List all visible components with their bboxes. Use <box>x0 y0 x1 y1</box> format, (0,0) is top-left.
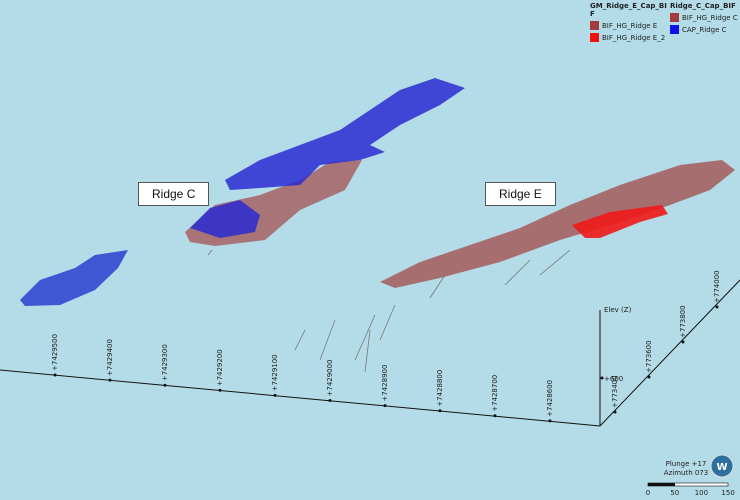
tick <box>383 404 387 408</box>
tick <box>163 383 167 387</box>
plunge: Plunge +17 <box>666 460 707 468</box>
compass-w: W <box>716 462 727 473</box>
legend-title: Ridge_C_Cap_BIF <box>670 2 736 10</box>
legend-item[interactable]: BIF_HG_Ridge C <box>670 13 740 22</box>
tick <box>328 399 332 402</box>
northing-label: +7428900 <box>381 365 389 402</box>
legend-swatch <box>670 13 679 22</box>
callout: Ridge E <box>485 182 556 206</box>
easting-label: +773400 <box>611 375 619 408</box>
legend-label: CAP_Ridge C <box>682 25 727 34</box>
elev-title: Elev (Z) <box>604 306 632 314</box>
ridge-c-cap <box>190 200 260 238</box>
northing-label: +7428800 <box>436 370 444 407</box>
scale-label: 100 <box>695 489 708 497</box>
legend-label: BIF_HG_Ridge C <box>682 13 738 22</box>
legend-item[interactable]: BIF_HG_Ridge E <box>590 21 670 30</box>
elev-label: +600 <box>604 375 623 383</box>
scale-bar-seg <box>648 483 675 486</box>
northing-label: +7429000 <box>326 359 334 396</box>
northing-label: +7429300 <box>161 344 169 381</box>
northing-label: +7428600 <box>546 380 554 417</box>
tick <box>218 388 222 392</box>
tick <box>108 378 112 382</box>
legend-label: BIF_HG_Ridge E <box>602 21 658 30</box>
northing-label: +7428700 <box>491 375 499 412</box>
legend-item[interactable]: CAP_Ridge C <box>670 25 740 34</box>
ridge-e-hg-2 <box>572 205 668 238</box>
legend-label: BIF_HG_Ridge E_2 <box>602 33 666 42</box>
tick <box>548 419 552 423</box>
legend-swatch <box>670 25 679 34</box>
scale-label: 50 <box>670 489 679 497</box>
tick <box>600 376 604 380</box>
legend-group: Ridge_C_Cap_BIF BIF_HG_Ridge C CAP_Ridge C <box>670 2 740 34</box>
legend-item[interactable]: BIF_HG_Ridge E_2 <box>590 33 670 42</box>
scale-label: 0 <box>646 489 650 497</box>
tick <box>613 410 617 414</box>
legend-group: GM_Ridge_E_Cap_BIF BIF_HG_Ridge E BIF_HG_R… <box>590 2 670 42</box>
legend-swatch <box>590 21 599 30</box>
tick <box>715 305 719 309</box>
ridge-c-cap-east <box>225 78 465 190</box>
tick <box>53 373 57 377</box>
northing-label: +7429100 <box>271 354 279 391</box>
easting-label: +774000 <box>713 270 721 303</box>
northing-label: +7429200 <box>216 349 224 386</box>
northing-label: +7429500 <box>51 334 59 371</box>
scale-label: 150 <box>721 489 734 497</box>
drillholes <box>207 249 571 373</box>
legend-title: GM_Ridge_E_Cap_BIF <box>590 2 667 18</box>
tick <box>438 409 442 413</box>
legend-swatch <box>590 33 599 42</box>
easting-label: +773800 <box>679 305 687 338</box>
tick <box>273 393 277 397</box>
ridge-c-west <box>20 250 128 306</box>
tick <box>681 340 685 344</box>
tick <box>493 414 497 418</box>
northing-label: +7429400 <box>106 339 114 376</box>
azimuth: Azimuth 073 <box>664 469 708 477</box>
callout: Ridge C <box>138 182 210 206</box>
axes <box>0 279 740 427</box>
tick <box>647 375 651 379</box>
ridge-e-hg <box>380 160 735 288</box>
easting-label: +773600 <box>645 340 653 373</box>
compass[interactable] <box>710 454 734 478</box>
